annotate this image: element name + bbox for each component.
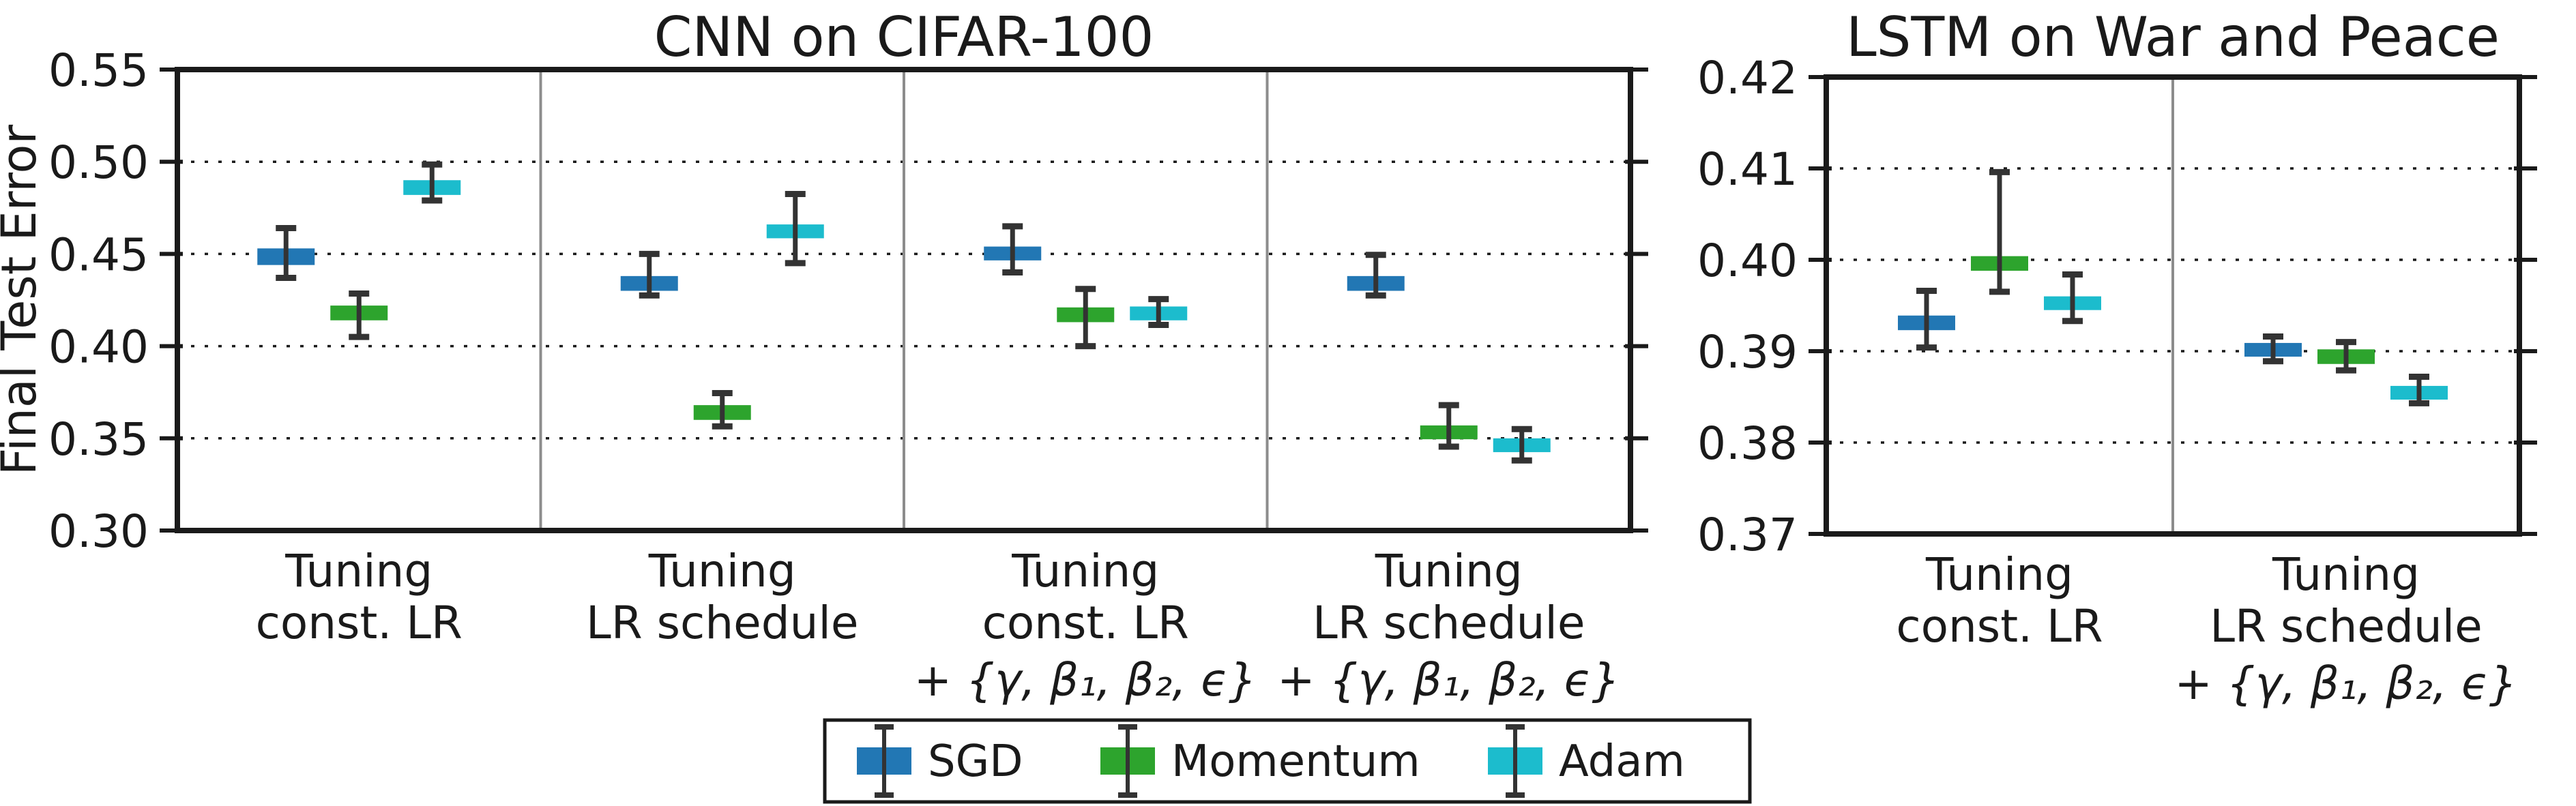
box-sgd-group2 [620,250,678,299]
box-momentum-group3 [1057,286,1115,350]
y-tick-label: 0.38 [1697,417,1798,470]
y-tick-label: 0.45 [48,228,149,281]
x-group-label-line1-group2: Tuning [648,545,796,597]
box-sgd-group3 [984,223,1042,275]
legend-entry-label: Momentum [1171,736,1420,787]
legend-entry-adam: Adam [1488,724,1685,798]
axes-frame [175,67,1633,533]
legend-entry-label: SGD [928,736,1023,787]
box-momentum-group2 [693,390,751,430]
box-adam-group3 [1130,296,1188,329]
x-group-label-line1-group3: Tuning [1011,545,1159,597]
box-momentum-group4 [1420,402,1478,450]
x-group-label-line2-group2: LR schedule [2210,600,2482,653]
plot-title-right: LSTM on War and Peace [1846,5,2500,69]
box-sgd-group1 [257,225,315,282]
y-tick-label: 0.37 [1697,509,1798,561]
plot-title-left: CNN on CIFAR-100 [654,5,1154,69]
y-axis-label: Final Test Error [0,125,47,476]
box-momentum-group2 [2317,339,2375,374]
box-sgd-group1 [1898,288,1955,351]
box-adam-group4 [1493,426,1551,464]
x-group-label-line1-group4: Tuning [1375,545,1523,597]
y-tick-label: 0.50 [48,136,149,189]
legend-entry-sgd: SGD [857,724,1023,798]
box-sgd-group2 [2244,333,2302,365]
y-tick-label: 0.30 [48,505,149,558]
x-group-label-line2-group1: const. LR [1896,600,2103,653]
legend: SGD Momentum Adam [823,718,1752,804]
y-tick-label: 0.35 [48,413,149,466]
y-tick-label: 0.40 [48,321,149,374]
y-tick-label: 0.41 [1697,143,1798,196]
x-group-label-line1-group2: Tuning [2272,548,2420,601]
x-group-label-line3-group3: + {γ, β₁, β₂, ϵ} [914,654,1257,706]
box-sgd-group4 [1347,252,1405,299]
axes-frame [1824,74,2522,537]
x-group-label-line2-group2: LR schedule [586,597,858,649]
y-tick-label: 0.40 [1697,235,1798,287]
box-adam-group2 [2390,374,2448,406]
y-tick-label: 0.55 [48,44,149,97]
x-group-label-line1-group1: Tuning [284,545,433,597]
y-tick-label: 0.42 [1697,52,1798,104]
x-group-label-line2-group3: const. LR [982,597,1189,649]
box-adam-group1 [2044,271,2101,325]
x-group-label-line2-group1: const. LR [256,597,463,649]
x-group-label-line3-group4: + {γ, β₁, β₂, ϵ} [1277,654,1620,706]
box-momentum-group1 [330,290,388,340]
box-adam-group1 [403,161,461,204]
x-group-label-line3-group2: + {γ, β₁, β₂, ϵ} [2175,657,2518,710]
legend-entry-momentum: Momentum [1100,724,1420,798]
x-group-label-line2-group4: LR schedule [1313,597,1585,649]
box-momentum-group1 [1971,168,2028,295]
x-group-label-line1-group1: Tuning [1925,548,2073,601]
y-tick-label: 0.39 [1697,326,1798,378]
box-adam-group2 [766,191,824,267]
legend-box [823,718,1752,804]
legend-entry-label: Adam [1559,736,1685,787]
